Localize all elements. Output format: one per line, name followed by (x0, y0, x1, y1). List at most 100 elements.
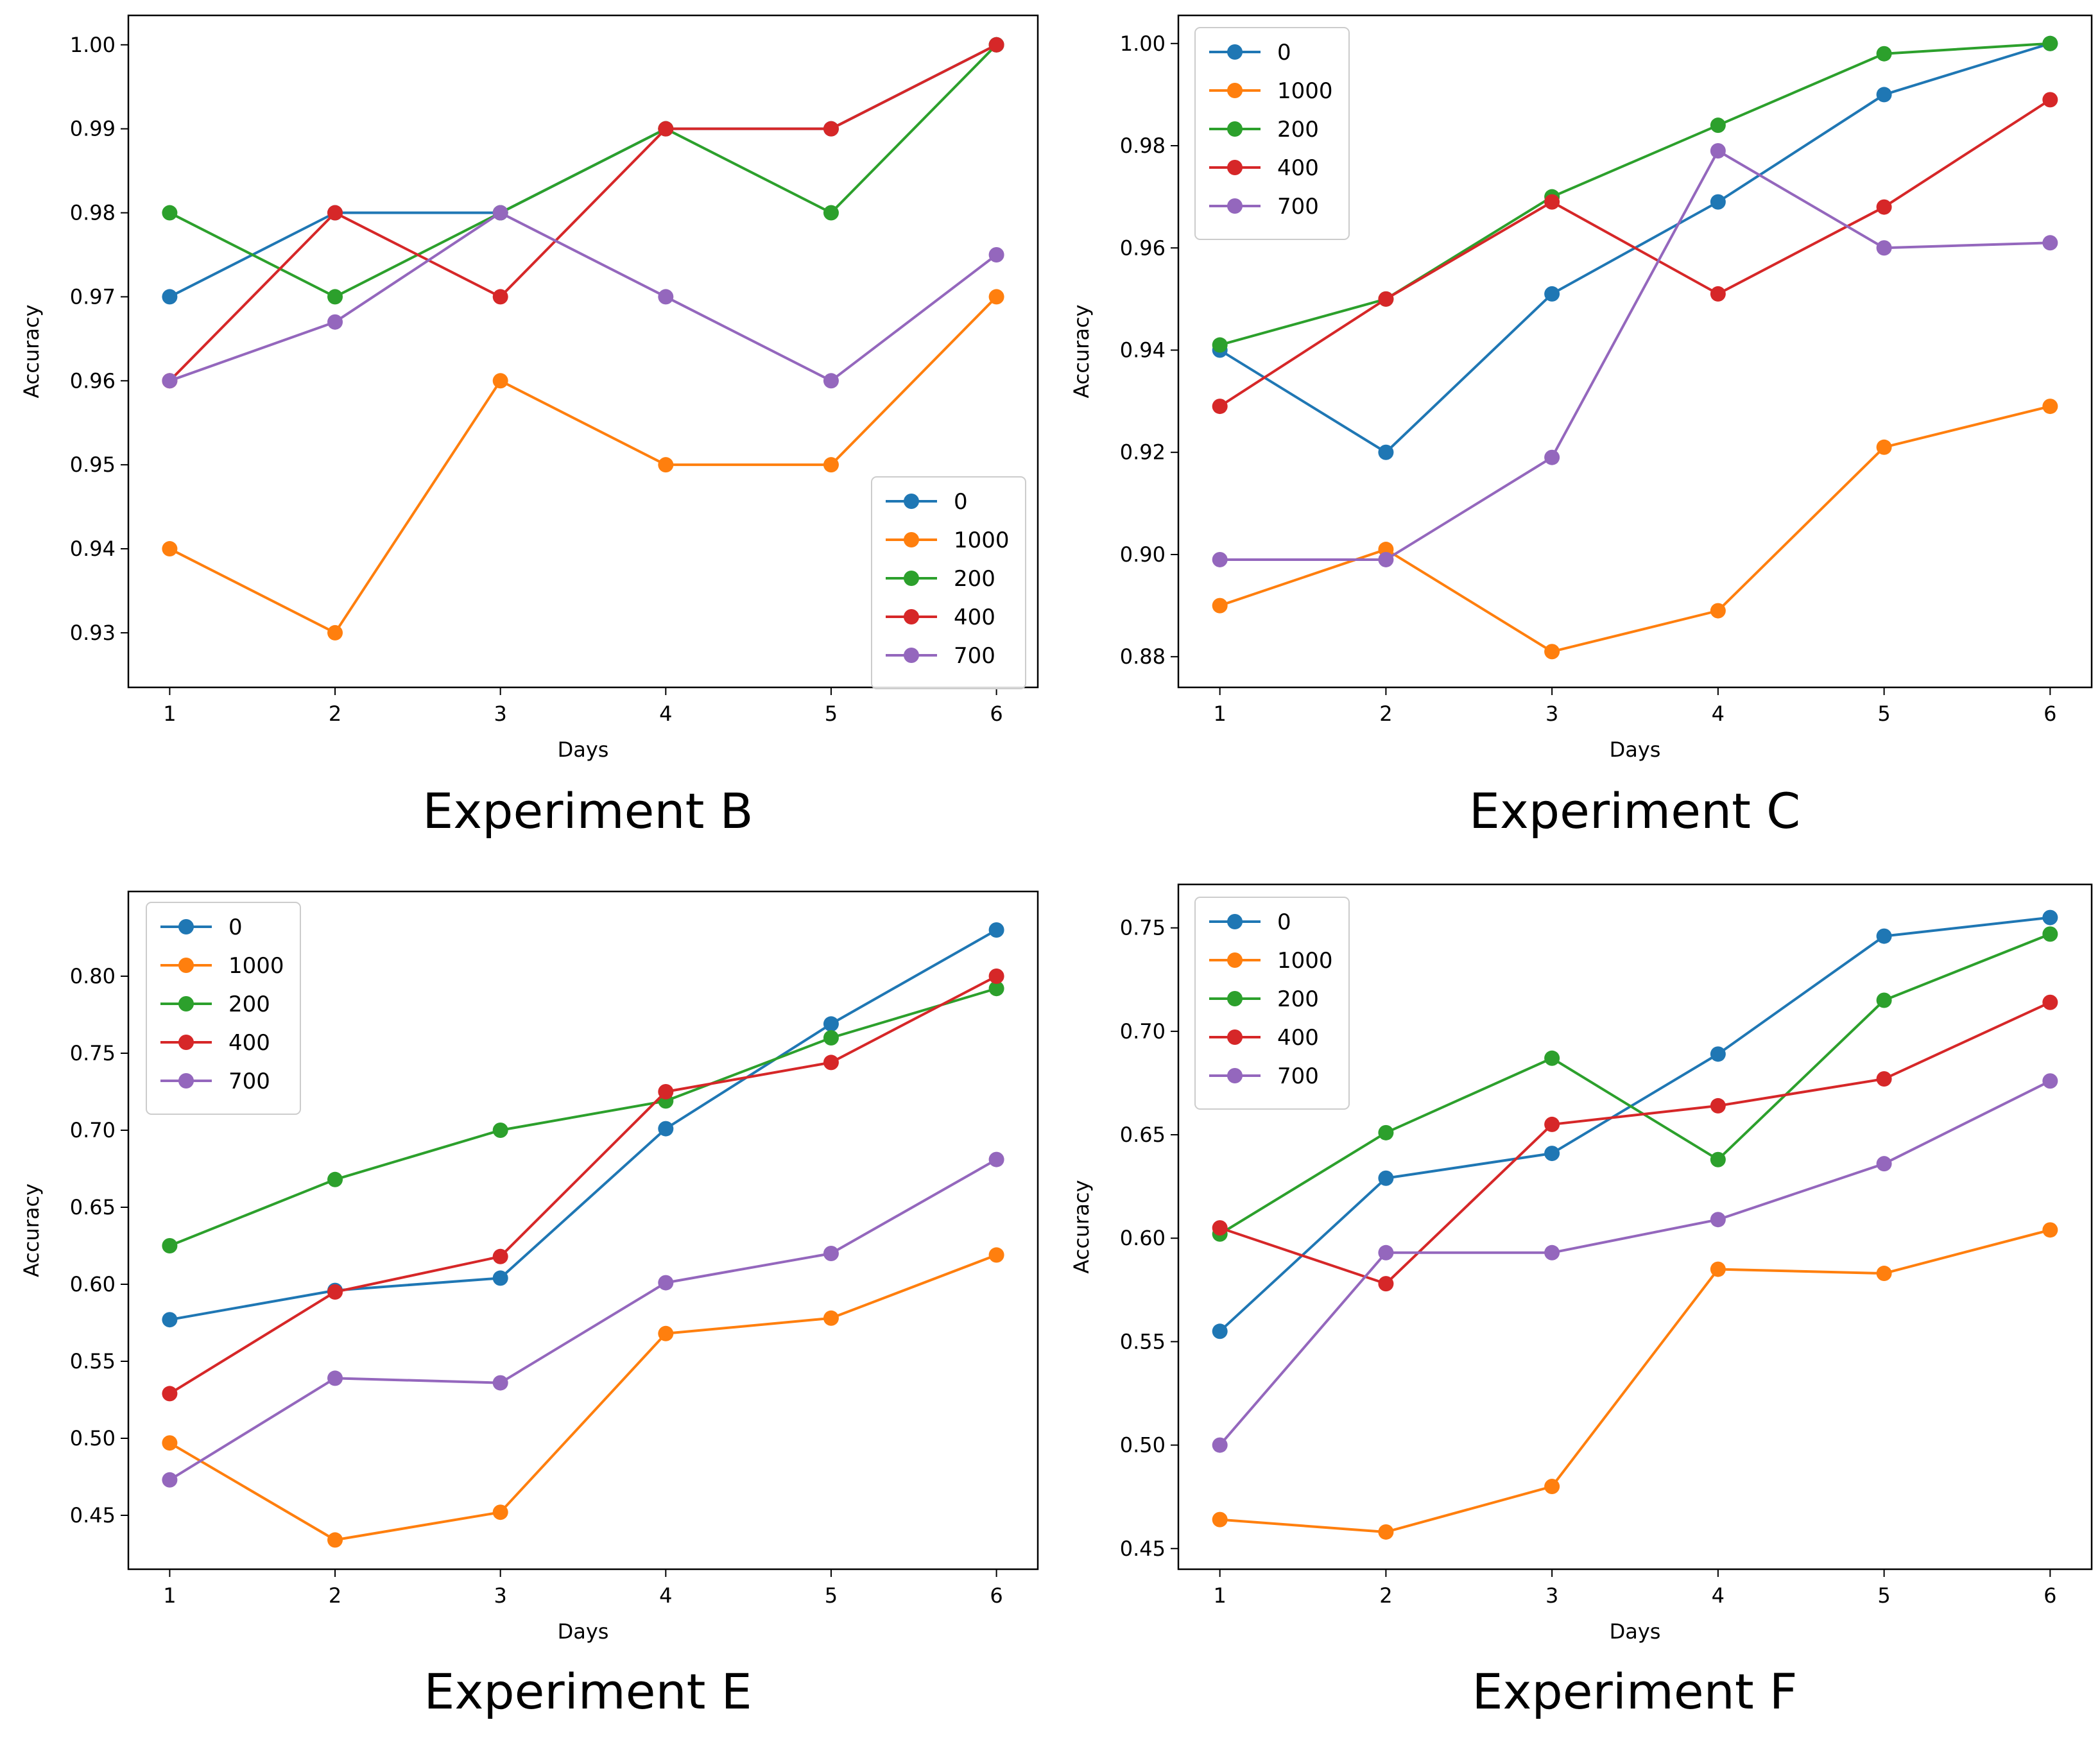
y-tick-label: 1.00 (1120, 31, 1166, 56)
data-point-0 (658, 1121, 674, 1137)
legend: 0 1000 200 400 700 (871, 476, 1026, 689)
data-point-400 (2042, 92, 2058, 108)
data-point-0 (1378, 1170, 1394, 1186)
data-point-700 (1544, 1244, 1560, 1261)
data-point-400 (988, 968, 1004, 984)
data-point-200 (327, 289, 343, 305)
y-tick-label: 0.98 (1120, 133, 1166, 158)
data-point-700 (1378, 551, 1394, 567)
data-point-1000 (1544, 1479, 1560, 1495)
data-point-700 (823, 1246, 839, 1261)
data-point-1000 (1212, 1511, 1228, 1528)
panel-caption: Experiment B (422, 782, 753, 839)
legend-entry-700: 700 (228, 1069, 270, 1094)
series-line-0 (169, 929, 997, 1321)
data-point-400 (988, 37, 1004, 53)
data-point-400 (2042, 994, 2058, 1010)
chart-panel-3: 1 2 3 4 5 6 0.45 0.50 0.55 0.60 0.65 0.70 0.75 Days Ac… (1069, 883, 2093, 1720)
data-point-1000 (2042, 1222, 2058, 1238)
data-point-700 (1378, 1244, 1394, 1261)
data-point-400 (327, 205, 343, 221)
legend-entry-0: 0 (954, 489, 968, 515)
data-point-700 (1710, 142, 1726, 159)
data-point-200 (2042, 35, 2058, 51)
x-tick-label: 5 (1877, 702, 1890, 726)
data-point-700 (162, 373, 178, 389)
x-tick-label: 2 (329, 702, 341, 726)
x-tick-label: 1 (163, 1583, 176, 1608)
legend-swatch-marker (1227, 121, 1243, 137)
y-tick-label: 0.96 (1120, 236, 1166, 260)
data-point-0 (988, 922, 1004, 938)
y-tick-label: 0.88 (1120, 644, 1166, 669)
data-point-400 (823, 1054, 839, 1071)
data-point-1000 (1378, 1524, 1394, 1540)
plot-frame (127, 14, 1039, 689)
legend-box (1194, 897, 1350, 1110)
legend-swatch-marker (904, 648, 919, 663)
data-point-400 (1876, 1071, 1892, 1087)
data-point-1000 (988, 1247, 1004, 1263)
y-tick-label: 0.70 (1120, 1019, 1166, 1044)
series-line-400 (1219, 98, 2051, 408)
data-point-400 (162, 1386, 178, 1402)
data-point-0 (1710, 194, 1726, 210)
legend-entry-200: 200 (228, 992, 270, 1017)
legend-box (1194, 27, 1350, 240)
data-point-400 (1710, 286, 1726, 302)
legend-entry-1000: 1000 (1277, 948, 1333, 974)
data-point-700 (2042, 1073, 2058, 1089)
plot-frame (1177, 883, 2093, 1571)
legend-entry-400: 400 (954, 605, 995, 630)
y-tick-label: 0.93 (70, 621, 116, 645)
legend: 0 1000 200 400 700 (1194, 27, 1350, 240)
x-tick-label: 1 (1214, 702, 1226, 726)
data-point-1000 (823, 1310, 839, 1326)
x-tick-label: 1 (163, 702, 176, 726)
legend-swatch-marker (1227, 1068, 1243, 1083)
y-tick-label: 0.55 (1120, 1329, 1166, 1354)
data-point-400 (1544, 1116, 1560, 1132)
x-axis-label: Days (1610, 737, 1661, 762)
data-point-700 (1710, 1212, 1726, 1228)
legend-swatch-marker (1227, 44, 1243, 60)
data-point-700 (1544, 449, 1560, 465)
y-tick-label: 0.80 (70, 964, 116, 988)
legend-swatch-marker (178, 1035, 194, 1050)
series-line-200 (169, 44, 998, 298)
data-point-1000 (1212, 598, 1228, 614)
data-point-1000 (1544, 644, 1560, 660)
data-point-1000 (162, 1435, 178, 1451)
data-point-1000 (988, 289, 1004, 305)
series-line-200 (1219, 933, 2051, 1235)
data-point-0 (1876, 928, 1892, 944)
legend-swatch-marker (904, 494, 919, 509)
y-tick-label: 0.55 (70, 1349, 116, 1373)
data-point-0 (1710, 1046, 1726, 1062)
x-tick-label: 4 (659, 1583, 672, 1608)
x-tick-label: 1 (1214, 1583, 1226, 1608)
series-line-400 (168, 44, 997, 382)
data-point-400 (1544, 194, 1560, 210)
x-tick-label: 4 (659, 702, 672, 726)
data-point-0 (162, 1312, 178, 1328)
y-axis-label: Accuracy (1069, 1180, 1094, 1273)
y-axis-label: Accuracy (19, 304, 44, 398)
legend-swatch-marker (1227, 160, 1243, 175)
series-line-200 (1219, 42, 2051, 347)
x-tick-label: 5 (825, 1583, 838, 1608)
data-point-1000 (658, 457, 674, 473)
panel-caption: Experiment E (424, 1663, 752, 1720)
data-point-1000 (658, 1325, 674, 1341)
y-tick-label: 0.50 (70, 1426, 116, 1450)
y-tick-label: 0.98 (70, 201, 116, 225)
chart-panel-0: 1 2 3 4 5 6 0.93 0.94 0.95 0.96 0.97 0.98 0.99 1.00 Da… (19, 14, 1039, 839)
y-tick-label: 0.92 (1120, 440, 1166, 465)
series-line-1000 (169, 296, 998, 634)
x-tick-label: 2 (329, 1583, 341, 1608)
data-point-1000 (492, 1504, 508, 1520)
x-tick-label: 3 (494, 702, 507, 726)
data-point-400 (658, 1084, 674, 1099)
y-tick-label: 0.50 (1120, 1433, 1166, 1458)
